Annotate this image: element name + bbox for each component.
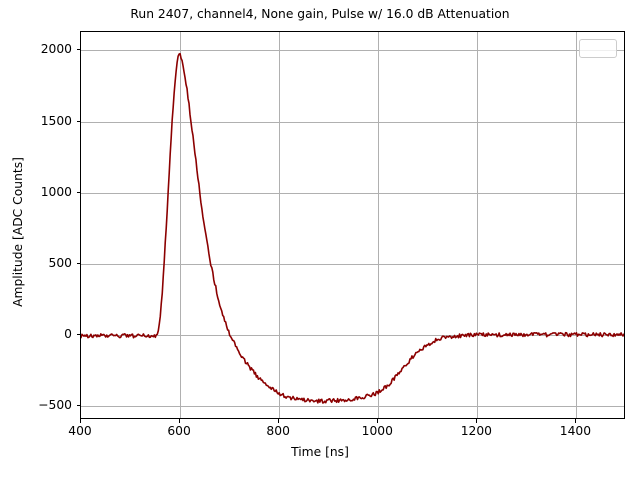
y-tick-mark [76, 262, 80, 264]
x-tick-label: 1000 [361, 424, 393, 438]
x-tick-label: 800 [266, 424, 290, 438]
gridline-horizontal [81, 334, 624, 336]
gridline-horizontal [81, 263, 624, 265]
y-tick-label: 0 [64, 326, 72, 341]
gridline-vertical [378, 32, 380, 418]
y-tick-label: 500 [48, 255, 72, 270]
y-tick-label: 1000 [40, 184, 72, 199]
y-tick-label: 2000 [40, 42, 72, 57]
x-tick-mark [80, 419, 81, 423]
x-tick-mark [179, 419, 181, 423]
x-tick-label: 600 [167, 424, 191, 438]
gridline-horizontal [81, 405, 624, 407]
gridline-vertical [477, 32, 479, 418]
gridline-horizontal [81, 50, 624, 52]
x-tick-label: 400 [68, 424, 92, 438]
y-tick-mark [76, 120, 80, 122]
y-tick-label: −500 [38, 397, 72, 412]
legend-box[interactable] [579, 39, 617, 58]
y-tick-mark [76, 333, 80, 335]
x-tick-mark [377, 419, 379, 423]
waveform-path [81, 52, 624, 404]
y-axis-label: Amplitude [ADC Counts] [11, 157, 25, 307]
gridline-horizontal [81, 121, 624, 123]
y-tick-label: 1500 [40, 113, 72, 128]
y-tick-mark [76, 191, 80, 193]
chart-title: Run 2407, channel4, None gain, Pulse w/ … [130, 7, 510, 21]
gridline-horizontal [81, 192, 624, 194]
x-tick-label: 1400 [559, 424, 592, 438]
y-tick-mark [76, 49, 80, 51]
waveform-trace [81, 52, 624, 404]
gridline-vertical [576, 32, 578, 418]
plot-area [80, 31, 625, 419]
gridline-vertical [180, 32, 182, 418]
x-tick-mark [575, 419, 577, 423]
x-axis-label: Time [ns] [291, 445, 349, 459]
gridline-vertical [279, 32, 281, 418]
x-tick-mark [476, 419, 478, 423]
x-tick-mark [278, 419, 280, 423]
x-tick-label: 1200 [460, 424, 493, 438]
y-tick-mark [76, 404, 80, 406]
